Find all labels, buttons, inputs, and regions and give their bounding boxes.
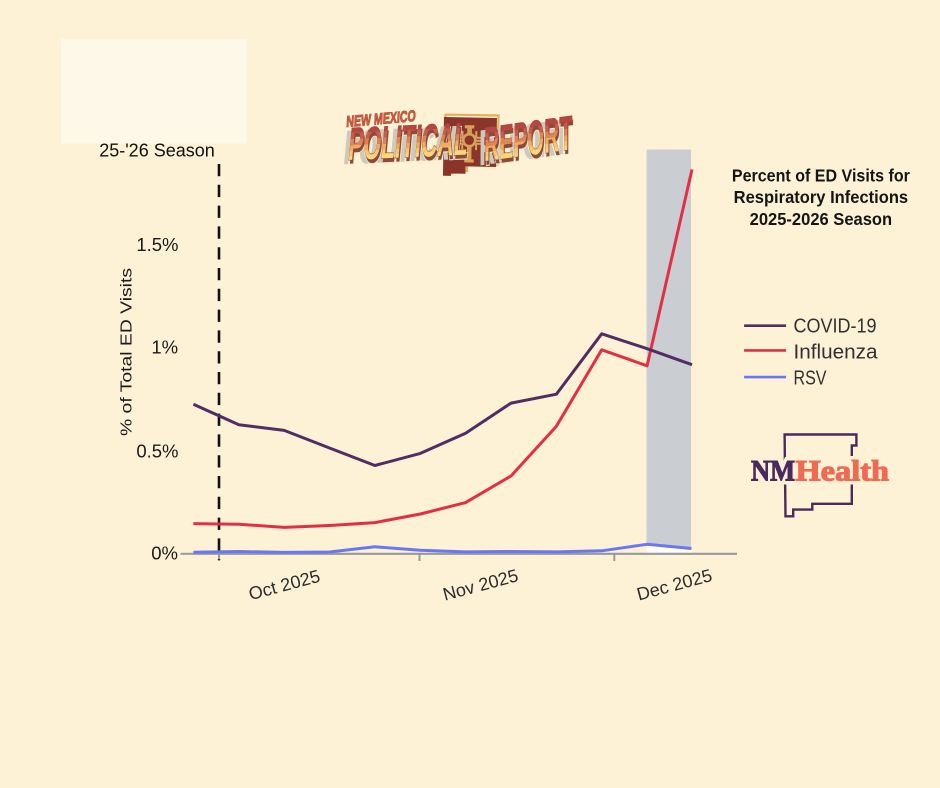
svg-text:NEW MEXICO: NEW MEXICO <box>346 107 416 131</box>
svg-text:25-'26 Season: 25-'26 Season <box>99 140 215 160</box>
svg-text:NM: NM <box>751 455 795 488</box>
svg-text:0%: 0% <box>151 543 178 564</box>
svg-text:Influenza: Influenza <box>794 342 879 364</box>
svg-text:POLITICAL: POLITICAL <box>347 117 471 174</box>
svg-text:NM: NM <box>751 455 795 488</box>
svg-text:REPORT: REPORT <box>484 105 572 171</box>
svg-text:Percent of ED Visits for: Percent of ED Visits for <box>732 166 910 186</box>
svg-text:REPORT: REPORT <box>485 109 573 175</box>
svg-text:POLITICAL: POLITICAL <box>346 113 470 170</box>
svg-text:0.5%: 0.5% <box>136 440 178 461</box>
svg-text:COVID-19: COVID-19 <box>794 316 877 338</box>
svg-text:Health: Health <box>796 455 890 488</box>
svg-text:1%: 1% <box>151 337 178 358</box>
svg-text:POLITICAL: POLITICAL <box>342 116 466 173</box>
svg-text:2025-2026 Season: 2025-2026 Season <box>750 209 893 229</box>
svg-text:RSV: RSV <box>794 368 828 390</box>
svg-text:Health: Health <box>796 455 890 488</box>
svg-text:REPORT: REPORT <box>479 109 567 175</box>
svg-text:Respiratory Infections: Respiratory Infections <box>734 187 909 207</box>
svg-text:% of Total ED Visits: % of Total ED Visits <box>119 268 136 436</box>
svg-text:1.5%: 1.5% <box>136 234 178 255</box>
